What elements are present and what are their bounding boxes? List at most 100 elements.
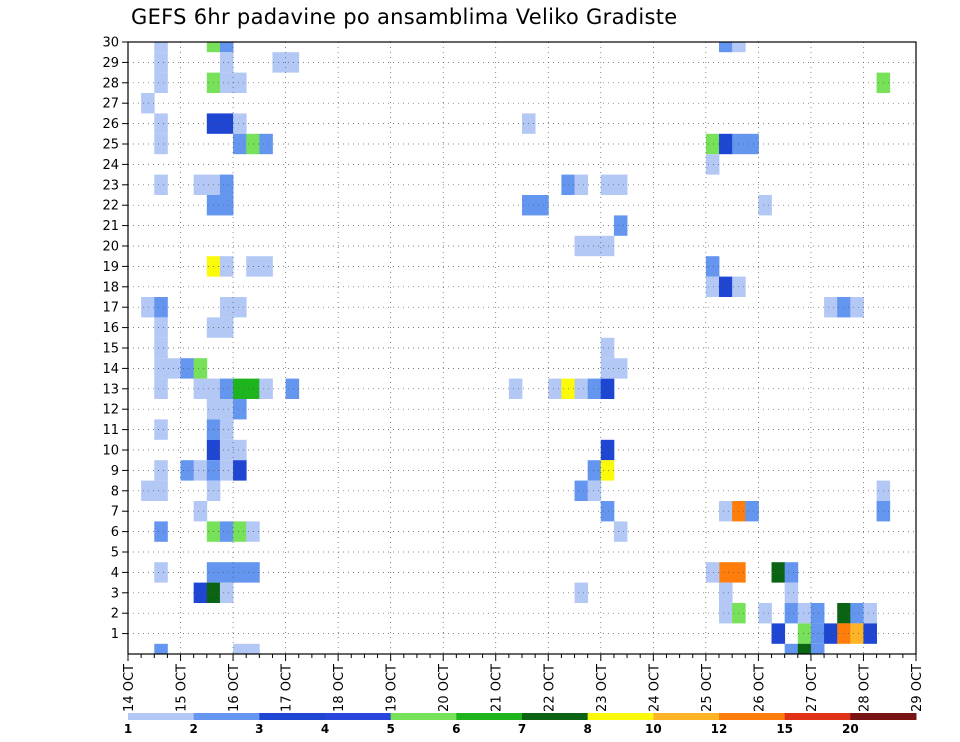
heatmap-cell [758,195,772,216]
heatmap-cell [154,133,168,155]
heatmap-cell [732,42,746,53]
heatmap-cell [193,582,208,603]
colorbar-segment [325,713,392,720]
heatmap-cell [246,133,260,155]
y-tick-label: 27 [102,97,119,112]
heatmap-cell [193,501,208,522]
heatmap-cell [206,42,221,53]
chart-title: GEFS 6hr padavine po ansamblima Veliko G… [131,5,678,29]
x-tick-label: 15 OCT [175,664,190,712]
colorbar-segment [456,713,523,720]
heatmap-cell [219,521,234,542]
heatmap-cell [784,562,799,583]
x-axis: 14 OCT 15 OCT 16 OCT 17 OCT 18 OCT 19 OCT 20 O… [122,654,925,712]
heatmap-cell [233,521,247,542]
heatmap-cell [219,256,234,277]
y-tick-label: 24 [102,158,119,173]
heatmap-cell [613,358,628,379]
heatmap-cell [180,358,195,379]
heatmap-cell [154,113,168,134]
x-tick-label: 24 OCT [647,664,662,712]
heatmap-cell [154,643,168,654]
heatmap-cell [285,378,300,399]
colorbar-label: 3 [255,722,263,736]
y-tick-label: 16 [102,321,119,336]
x-tick-label: 18 OCT [332,664,347,712]
heatmap-cell [784,582,799,603]
heatmap-cell [719,603,733,624]
colorbar-label: 2 [189,722,197,736]
heatmap-cell [233,72,247,93]
heatmap-cell [154,174,168,195]
y-tick-label: 19 [102,260,119,275]
heatmap-cell [587,235,602,257]
colorbar-label: 1 [124,722,132,736]
y-tick-label: 26 [102,117,119,132]
heatmap-cell [587,378,602,399]
colorbar-segment [587,713,654,720]
heatmap-cell [548,378,562,399]
heatmap-cell [154,358,168,379]
heatmap-cell [246,378,260,399]
heatmap-cell [219,399,234,420]
heatmap-cell [600,501,615,522]
heatmap-cell [219,297,234,318]
heatmap-cell [154,480,168,501]
y-tick-label: 4 [111,566,119,581]
heatmap-cell [233,378,247,399]
heatmap-cell [154,378,168,399]
heatmap-cell [508,378,523,399]
heatmap-cell [745,501,759,522]
heatmap-cell [824,297,838,318]
heatmap-cell [219,419,234,440]
heatmap-cell [850,297,864,318]
heatmap-cell [193,174,208,195]
heatmap-cell [600,358,615,379]
y-tick-label: 18 [102,280,119,295]
heatmap-cell [154,52,168,73]
heatmap-cell [719,501,733,522]
heatmap-cell [154,317,168,338]
colorbar-label: 7 [518,722,526,736]
heatmap-cell [863,603,877,624]
heatmap-cell [233,399,247,420]
heatmap-cell [719,582,733,603]
heatmap-cell [219,460,234,481]
heatmap-cell [600,378,615,399]
colorbar-segment [128,713,195,720]
heatmap-cell [535,195,549,216]
heatmap-cell [154,562,168,583]
x-tick-label: 23 OCT [595,664,610,712]
heatmap-cell [141,93,155,114]
heatmap-cell [141,297,155,318]
heatmap-cell [850,623,864,644]
x-tick-label: 26 OCT [752,664,767,712]
y-tick-label: 5 [111,546,119,561]
heatmap-cell [219,317,234,338]
heatmap-cell [285,52,300,73]
x-tick-label: 27 OCT [805,664,820,712]
heatmap-cell [705,154,720,175]
heatmap-cell [810,643,825,654]
heatmap-cell [705,562,720,583]
colorbar-segment [259,713,326,720]
colorbar-segment [193,713,260,720]
colorbar-segment [653,713,720,720]
x-tick-label: 17 OCT [280,664,295,712]
heatmap-cell [259,133,273,155]
heatmap-cell [784,603,799,624]
y-tick-label: 22 [102,199,119,214]
heatmap-cell [797,623,812,644]
x-tick-label: 19 OCT [385,664,400,712]
colorbar-label: 12 [711,722,728,736]
colorbar-segment [784,713,851,720]
colorbar-label: 8 [583,722,591,736]
x-tick-label: 28 OCT [857,664,872,712]
heatmap-cell [600,235,615,257]
heatmap-cell [180,460,195,481]
heatmap-cell [259,378,273,399]
heatmap-cell [600,337,615,359]
colorbar-label: 5 [386,722,394,736]
heatmap-cell [233,113,247,134]
